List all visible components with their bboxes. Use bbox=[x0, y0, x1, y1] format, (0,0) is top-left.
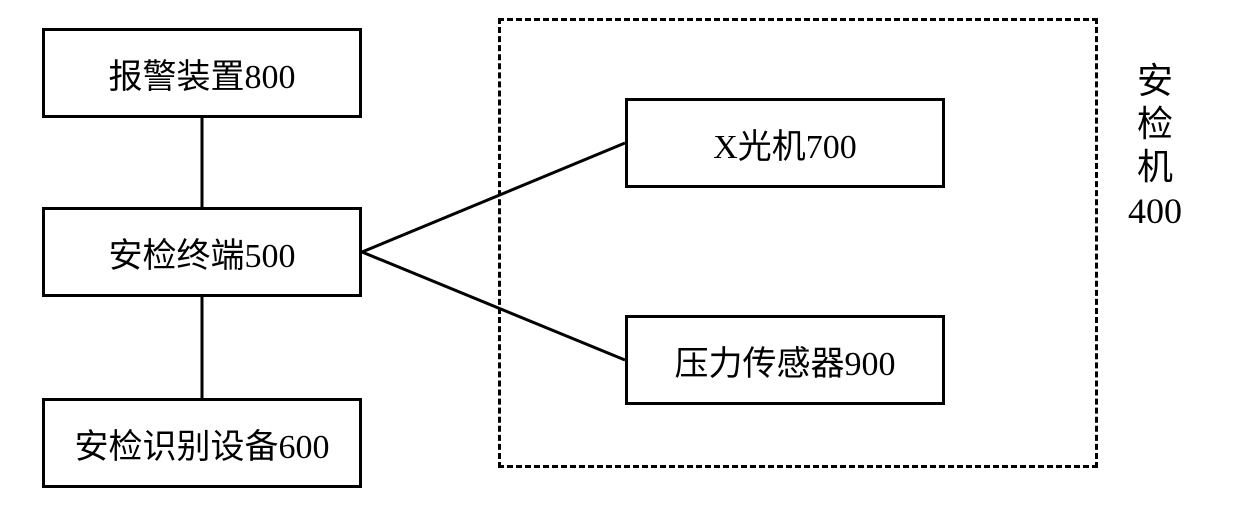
node-security-recognition-device: 安检识别设备600 bbox=[42, 398, 362, 488]
container-label-char: 安 bbox=[1137, 60, 1173, 103]
node-security-terminal: 安检终端500 bbox=[42, 207, 362, 297]
container-label-char: 检 bbox=[1137, 103, 1173, 146]
node-security-terminal-label: 安检终端500 bbox=[109, 228, 296, 277]
node-xray-machine-label: X光机700 bbox=[713, 119, 857, 168]
node-pressure-sensor: 压力传感器900 bbox=[625, 315, 945, 405]
container-label-char: 400 bbox=[1128, 190, 1182, 233]
node-security-recognition-device-label: 安检识别设备600 bbox=[75, 419, 330, 468]
block-diagram: 安检机400 报警装置800 安检终端500 安检识别设备600 X光机700 … bbox=[0, 0, 1239, 522]
node-alarm-device: 报警装置800 bbox=[42, 28, 362, 118]
container-label-char: 机 bbox=[1137, 146, 1173, 189]
node-alarm-device-label: 报警装置800 bbox=[109, 49, 296, 98]
node-xray-machine: X光机700 bbox=[625, 98, 945, 188]
security-machine-label: 安检机400 bbox=[1125, 60, 1185, 233]
node-pressure-sensor-label: 压力传感器900 bbox=[675, 336, 896, 385]
